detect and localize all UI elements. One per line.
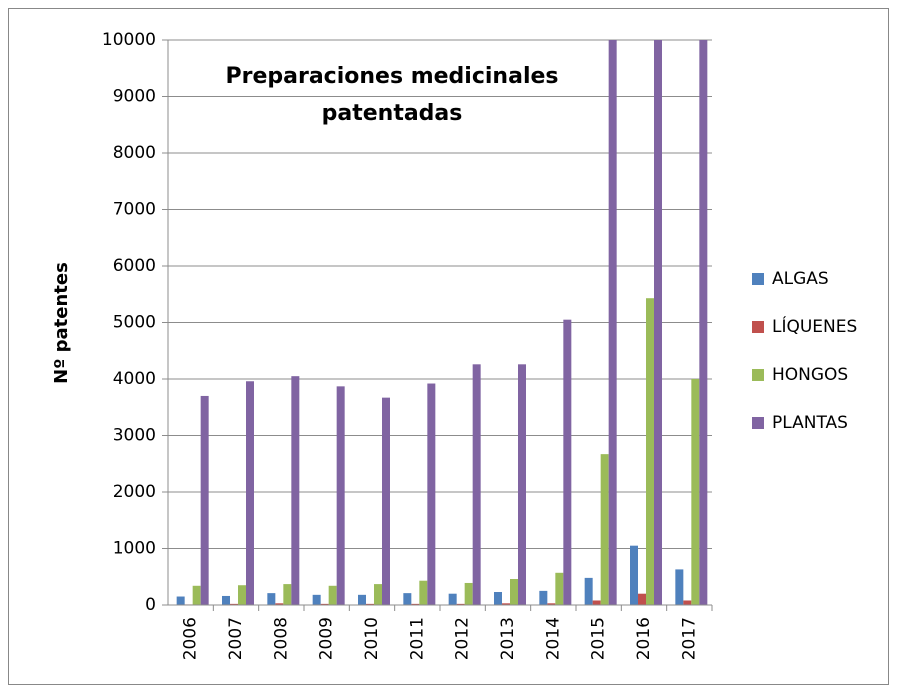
bar: [555, 572, 564, 605]
y-tick-label: 2000: [113, 482, 156, 502]
bar: [563, 319, 572, 605]
bar: [510, 579, 518, 605]
bar: [456, 603, 465, 605]
x-tick-label: 2017: [679, 617, 699, 660]
bar: [358, 594, 366, 605]
bar: [600, 454, 609, 605]
legend-swatch: [752, 273, 764, 285]
legend-swatch: [752, 369, 764, 381]
bar: [222, 595, 230, 605]
bar: [320, 603, 329, 605]
x-tick-label: 2013: [498, 617, 518, 660]
bar: [176, 596, 185, 605]
legend-label: HONGOS: [772, 365, 848, 385]
bar: [518, 364, 526, 605]
chart-title: patentadas: [322, 101, 463, 126]
x-tick-label: 2014: [543, 617, 563, 660]
bar: [328, 585, 337, 605]
bar: [646, 298, 654, 605]
x-tick-label: 2016: [634, 617, 654, 660]
bar: [547, 603, 556, 605]
bar: [494, 592, 502, 605]
bar: [366, 603, 374, 605]
bar: [312, 594, 321, 605]
bar: [336, 386, 345, 605]
x-tick-label: 2006: [181, 617, 201, 660]
bar: [630, 545, 638, 605]
bar: [502, 603, 510, 605]
y-tick-label: 1000: [113, 539, 156, 559]
y-tick-label: 9000: [113, 87, 156, 107]
y-tick-label: 7000: [113, 200, 156, 220]
chart-frame: [8, 8, 889, 685]
x-tick-label: 2007: [226, 617, 246, 660]
x-tick-label: 2015: [589, 617, 609, 660]
bar: [699, 40, 708, 605]
bar: [448, 593, 457, 605]
bar: [638, 593, 646, 605]
bar: [267, 593, 276, 605]
y-tick-label: 0: [145, 595, 156, 615]
legend-swatch: [752, 417, 764, 429]
x-tick-label: 2012: [453, 617, 473, 660]
bar: [539, 590, 548, 605]
bar: [382, 397, 390, 605]
bar: [374, 584, 382, 605]
bar: [691, 379, 700, 605]
bar: [608, 40, 617, 605]
bar: [683, 600, 692, 605]
bar: [246, 381, 254, 605]
bar: [675, 569, 684, 605]
bar: [403, 593, 412, 605]
axes: 0 1000 2000 3000 4000 5000 6000 7000 8000 9000 100…: [102, 30, 713, 660]
y-tick-label: 3000: [113, 426, 156, 446]
bar: [238, 585, 246, 605]
bar: [275, 603, 284, 605]
bars: [176, 40, 708, 605]
y-tick-label: 6000: [113, 256, 156, 276]
x-tick-label: 2010: [362, 617, 382, 660]
bar: [592, 600, 601, 605]
bar: [283, 584, 292, 605]
bar: [584, 577, 593, 605]
bar: [192, 585, 201, 605]
bar: [200, 395, 209, 605]
bar: [472, 364, 481, 605]
bar: [291, 376, 300, 605]
bar: [419, 580, 428, 605]
bar: [230, 603, 238, 605]
x-tick-label: 2009: [317, 617, 337, 660]
legend-label: LÍQUENES: [772, 315, 857, 337]
legend-label: ALGAS: [772, 269, 829, 289]
bar: [464, 582, 473, 605]
x-tick-label: 2008: [271, 617, 291, 660]
bar: [654, 40, 662, 605]
chart-title: Preparaciones medicinales: [226, 64, 559, 89]
bar: [427, 383, 436, 605]
y-tick-label: 8000: [113, 143, 156, 163]
legend-label: PLANTAS: [772, 413, 848, 433]
x-tick-label: 2011: [407, 617, 427, 660]
y-axis-label: Nº patentes: [51, 262, 72, 384]
y-tick-label: 10000: [102, 30, 156, 50]
legend-swatch: [752, 321, 764, 333]
y-tick-label: 5000: [113, 313, 156, 333]
bar: [411, 603, 420, 605]
y-tick-label: 4000: [113, 369, 156, 389]
